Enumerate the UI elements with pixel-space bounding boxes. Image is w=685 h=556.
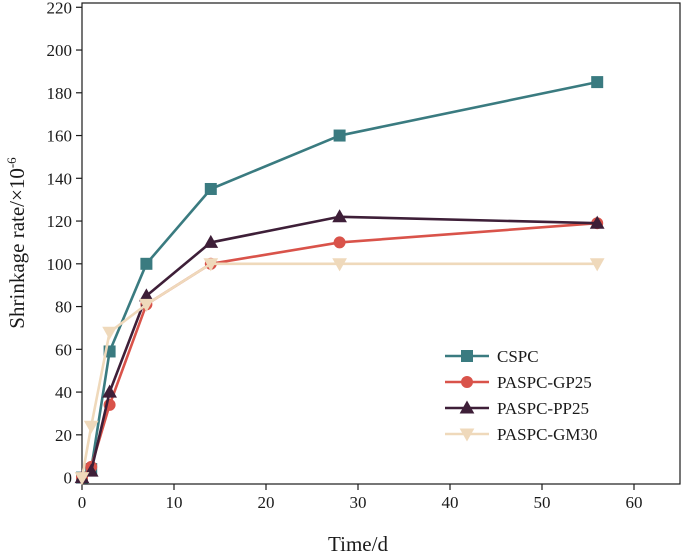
data-point-paspc-gp25: [333, 236, 346, 249]
x-tick-label: 50: [534, 493, 551, 512]
data-point-paspc-pp25: [589, 215, 605, 229]
legend-label: PASPC-GM30: [497, 425, 597, 444]
y-tick-label: 80: [55, 298, 72, 317]
x-tick-label: 0: [78, 493, 87, 512]
y-tick-label: 100: [47, 255, 73, 274]
legend-item-paspc-gp25: PASPC-GP25: [445, 373, 592, 392]
data-point-paspc-gm30: [332, 258, 347, 272]
legend-item-paspc-gm30: PASPC-GM30: [445, 425, 597, 444]
y-axis-title-exponent: -6: [4, 157, 19, 168]
data-point-cspc: [333, 129, 346, 142]
y-axis-title-base: Shrinkage rate/×10: [5, 168, 29, 329]
y-tick-label: 40: [55, 383, 72, 402]
x-tick-label: 40: [442, 493, 459, 512]
y-tick-label: 140: [47, 169, 73, 188]
x-tick-label: 20: [258, 493, 275, 512]
data-point-cspc: [204, 182, 217, 195]
legend-marker: [461, 376, 473, 388]
legend-item-paspc-pp25: PASPC-PP25: [445, 399, 589, 418]
plot-frame: [81, 2, 681, 485]
legend-label: PASPC-GP25: [497, 373, 592, 392]
x-axis-title: Time/d: [328, 532, 388, 556]
data-point-cspc: [140, 257, 153, 270]
data-point-paspc-gm30: [102, 326, 117, 340]
data-point-cspc: [103, 345, 116, 358]
y-tick-label: 120: [47, 212, 73, 231]
y-axis-title: Shrinkage rate/×10-6: [4, 157, 29, 329]
y-axis: 0 20 40 60 80 100 120 140 160 180 200 220: [47, 0, 82, 488]
data-point-cspc: [591, 76, 604, 89]
legend-marker: [459, 400, 475, 414]
series-cspc: [76, 76, 604, 484]
legend-item-cspc: CSPC: [445, 347, 539, 366]
y-tick-label: 200: [47, 41, 73, 60]
data-point-paspc-gm30: [74, 472, 90, 486]
legend-marker: [461, 350, 473, 362]
y-tick-label: 20: [55, 426, 72, 445]
legend-marker: [459, 428, 475, 442]
x-tick-label: 10: [166, 493, 183, 512]
data-point-paspc-pp25: [203, 234, 219, 248]
x-tick-label: 30: [350, 493, 367, 512]
data-point-paspc-gm30: [589, 258, 605, 272]
data-point-paspc-gm30: [139, 298, 154, 312]
data-point-paspc-gm30: [83, 420, 99, 434]
y-tick-label: 0: [64, 469, 73, 488]
legend: CSPC PASPC-GP25 PASPC-PP25 PASPC-GM30: [445, 347, 597, 444]
x-tick-label: 60: [626, 493, 643, 512]
legend-label: CSPC: [497, 347, 539, 366]
series-layer: [74, 76, 605, 486]
data-point-paspc-pp25: [332, 209, 347, 223]
y-tick-label: 180: [47, 84, 73, 103]
data-point-paspc-gm30: [203, 258, 219, 272]
y-tick-label: 60: [55, 340, 72, 359]
y-tick-label: 220: [47, 0, 73, 17]
series-paspc-gm30: [74, 258, 605, 486]
data-point-paspc-pp25: [102, 384, 117, 398]
x-axis: 0 10 20 30 40 50 60: [78, 484, 643, 512]
y-tick-label: 160: [47, 127, 73, 146]
series-line-paspc-gm30: [80, 262, 598, 478]
legend-label: PASPC-PP25: [497, 399, 589, 418]
